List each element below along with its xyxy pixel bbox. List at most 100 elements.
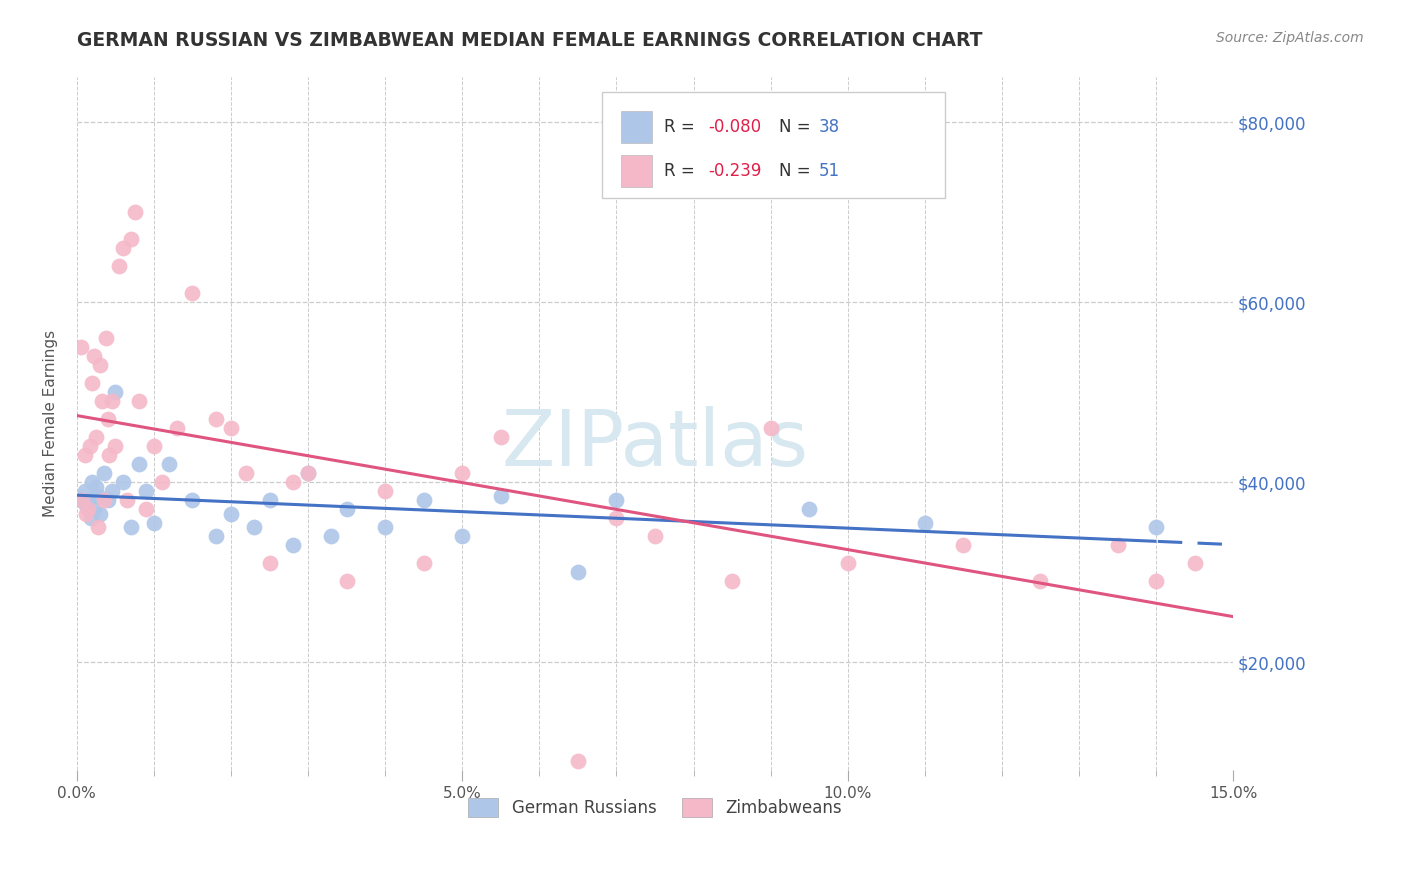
- Text: R =: R =: [664, 118, 700, 136]
- Point: [124, 205, 146, 219]
- Point: [374, 520, 396, 534]
- Point: [489, 489, 512, 503]
- Point: [721, 574, 744, 588]
- Point: [1107, 538, 1129, 552]
- Text: N =: N =: [779, 162, 815, 180]
- Point: [120, 520, 142, 534]
- Point: [100, 394, 122, 409]
- Point: [98, 448, 121, 462]
- Point: [166, 421, 188, 435]
- Point: [128, 394, 150, 409]
- Point: [451, 529, 474, 543]
- Point: [89, 358, 111, 372]
- Text: -0.080: -0.080: [709, 118, 762, 136]
- Point: [77, 502, 100, 516]
- Text: ZIPatlas: ZIPatlas: [502, 407, 808, 483]
- Point: [181, 493, 204, 508]
- Text: 51: 51: [818, 162, 839, 180]
- Point: [914, 516, 936, 530]
- Text: Source: ZipAtlas.com: Source: ZipAtlas.com: [1216, 31, 1364, 45]
- Point: [135, 484, 157, 499]
- Point: [75, 498, 97, 512]
- Point: [281, 475, 304, 490]
- Point: [93, 493, 115, 508]
- Point: [243, 520, 266, 534]
- Text: GERMAN RUSSIAN VS ZIMBABWEAN MEDIAN FEMALE EARNINGS CORRELATION CHART: GERMAN RUSSIAN VS ZIMBABWEAN MEDIAN FEMA…: [77, 31, 983, 50]
- Point: [82, 475, 104, 490]
- Point: [235, 466, 257, 480]
- Point: [75, 507, 97, 521]
- Text: R =: R =: [664, 162, 700, 180]
- Point: [100, 484, 122, 499]
- Point: [336, 502, 359, 516]
- Point: [297, 466, 319, 480]
- Point: [1184, 556, 1206, 570]
- Point: [72, 493, 94, 508]
- Point: [112, 475, 135, 490]
- Point: [204, 412, 226, 426]
- Point: [1144, 574, 1167, 588]
- Point: [69, 340, 91, 354]
- Point: [374, 484, 396, 499]
- Point: [336, 574, 359, 588]
- Point: [281, 538, 304, 552]
- Point: [83, 502, 105, 516]
- Point: [69, 493, 91, 508]
- Point: [115, 493, 138, 508]
- Point: [181, 286, 204, 301]
- Point: [87, 489, 110, 503]
- Text: -0.239: -0.239: [709, 162, 762, 180]
- Point: [489, 430, 512, 444]
- Point: [759, 421, 782, 435]
- Point: [412, 493, 434, 508]
- Point: [259, 493, 281, 508]
- Point: [112, 241, 135, 255]
- Point: [104, 385, 127, 400]
- Point: [83, 349, 105, 363]
- Point: [97, 493, 120, 508]
- Point: [104, 439, 127, 453]
- Point: [135, 502, 157, 516]
- Point: [1029, 574, 1052, 588]
- Text: N =: N =: [779, 118, 815, 136]
- Point: [567, 565, 589, 579]
- Point: [87, 520, 110, 534]
- Point: [219, 421, 242, 435]
- Point: [259, 556, 281, 570]
- Point: [321, 529, 343, 543]
- Point: [90, 394, 112, 409]
- Point: [451, 466, 474, 480]
- Point: [73, 448, 96, 462]
- Point: [297, 466, 319, 480]
- Point: [157, 457, 180, 471]
- Point: [952, 538, 974, 552]
- Point: [77, 493, 100, 508]
- Point: [605, 493, 627, 508]
- Point: [128, 457, 150, 471]
- Point: [93, 466, 115, 480]
- Point: [837, 556, 859, 570]
- Point: [82, 376, 104, 391]
- Point: [96, 331, 118, 345]
- Point: [142, 516, 165, 530]
- Point: [84, 430, 107, 444]
- Point: [79, 439, 101, 453]
- Point: [80, 511, 103, 525]
- Point: [412, 556, 434, 570]
- Point: [799, 502, 821, 516]
- Point: [605, 511, 627, 525]
- Point: [142, 439, 165, 453]
- Point: [644, 529, 666, 543]
- Point: [120, 232, 142, 246]
- Point: [150, 475, 173, 490]
- Y-axis label: Median Female Earnings: Median Female Earnings: [44, 330, 58, 517]
- Point: [84, 480, 107, 494]
- Point: [219, 507, 242, 521]
- Legend: German Russians, Zimbabweans: German Russians, Zimbabweans: [461, 791, 848, 824]
- Point: [108, 260, 131, 274]
- Point: [567, 754, 589, 768]
- Point: [1144, 520, 1167, 534]
- Point: [97, 412, 120, 426]
- Point: [73, 484, 96, 499]
- Point: [204, 529, 226, 543]
